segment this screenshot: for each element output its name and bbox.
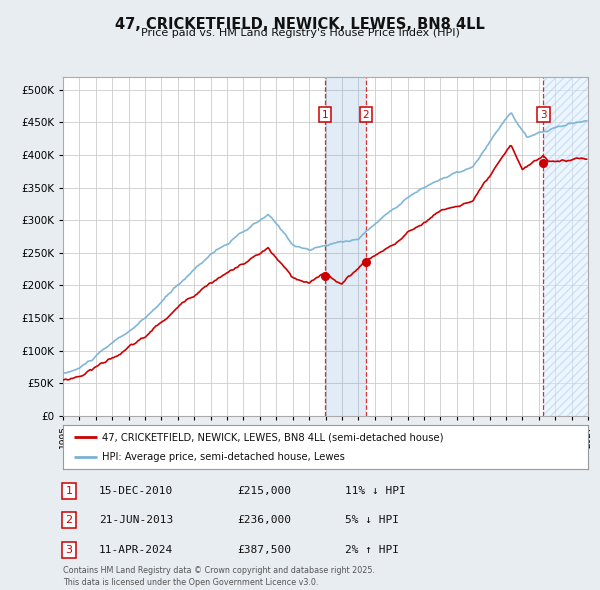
- Text: 47, CRICKETFIELD, NEWICK, LEWES, BN8 4LL (semi-detached house): 47, CRICKETFIELD, NEWICK, LEWES, BN8 4LL…: [103, 432, 444, 442]
- Text: 15-DEC-2010: 15-DEC-2010: [99, 486, 173, 496]
- Text: 2% ↑ HPI: 2% ↑ HPI: [345, 545, 399, 555]
- Text: 2: 2: [65, 516, 73, 525]
- Text: Price paid vs. HM Land Registry's House Price Index (HPI): Price paid vs. HM Land Registry's House …: [140, 28, 460, 38]
- Text: 1: 1: [65, 486, 73, 496]
- Text: HPI: Average price, semi-detached house, Lewes: HPI: Average price, semi-detached house,…: [103, 452, 345, 461]
- Text: £387,500: £387,500: [237, 545, 291, 555]
- Text: £215,000: £215,000: [237, 486, 291, 496]
- Bar: [544, 77, 588, 416]
- Text: 3: 3: [65, 545, 73, 555]
- Bar: [325, 77, 366, 416]
- Text: 3: 3: [540, 110, 547, 120]
- Text: £236,000: £236,000: [237, 516, 291, 525]
- Text: 2: 2: [363, 110, 370, 120]
- Text: 11% ↓ HPI: 11% ↓ HPI: [345, 486, 406, 496]
- Text: 21-JUN-2013: 21-JUN-2013: [99, 516, 173, 525]
- Text: 11-APR-2024: 11-APR-2024: [99, 545, 173, 555]
- Text: 5% ↓ HPI: 5% ↓ HPI: [345, 516, 399, 525]
- Text: 1: 1: [322, 110, 328, 120]
- Text: 47, CRICKETFIELD, NEWICK, LEWES, BN8 4LL: 47, CRICKETFIELD, NEWICK, LEWES, BN8 4LL: [115, 17, 485, 31]
- Text: Contains HM Land Registry data © Crown copyright and database right 2025.
This d: Contains HM Land Registry data © Crown c…: [63, 566, 375, 587]
